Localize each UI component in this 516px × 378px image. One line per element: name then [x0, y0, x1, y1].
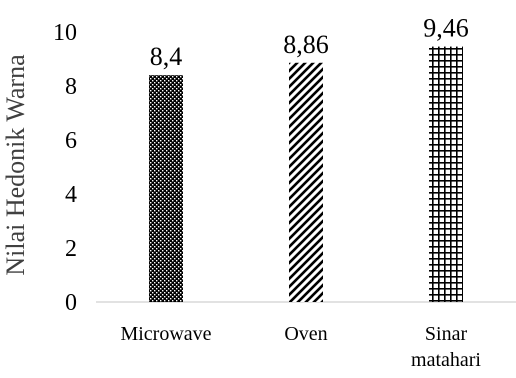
y-tick-label: 6 [65, 128, 77, 154]
bar-value-label: 8,86 [283, 30, 329, 59]
y-tick-label: 2 [65, 236, 77, 262]
bar [429, 46, 463, 302]
y-tick-label: 4 [65, 182, 77, 208]
x-category-label: Oven [284, 323, 327, 345]
bar-value-label: 9,46 [423, 14, 469, 43]
data-labels-group: 8,4 8,86 9,46 [150, 14, 469, 72]
bar-value-label: 8,4 [150, 42, 183, 71]
y-tick-label: 0 [65, 290, 77, 316]
bar [289, 62, 323, 302]
y-tick-label: 10 [53, 20, 77, 46]
x-axis-labels: Microwave Oven Sinar matahari [120, 323, 481, 371]
y-tick-label: 8 [65, 74, 77, 100]
x-category-label: Sinar matahari [411, 323, 481, 371]
y-axis-title: Nilai Hedonik Warna [1, 54, 30, 276]
x-category-label: Microwave [120, 323, 211, 345]
bars-group [149, 46, 463, 302]
y-axis-ticks: 0 2 4 6 8 10 [53, 20, 77, 316]
bar [149, 75, 183, 302]
